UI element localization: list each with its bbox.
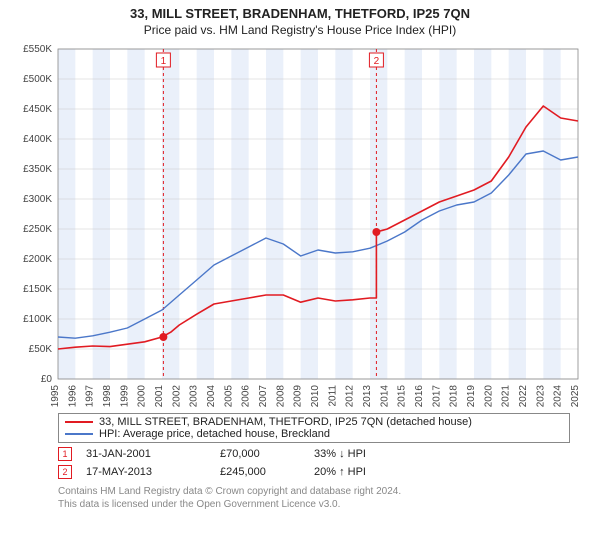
legend-line-hpi — [65, 433, 93, 435]
legend: 33, MILL STREET, BRADENHAM, THETFORD, IP… — [58, 413, 570, 443]
svg-text:£300K: £300K — [23, 194, 52, 205]
svg-text:2006: 2006 — [241, 385, 252, 407]
svg-text:2013: 2013 — [362, 385, 373, 407]
svg-text:£550K: £550K — [23, 44, 52, 55]
svg-text:2005: 2005 — [223, 385, 234, 407]
svg-text:£400K: £400K — [23, 134, 52, 145]
svg-text:2018: 2018 — [449, 385, 460, 407]
svg-text:2023: 2023 — [535, 385, 546, 407]
marker-badge: 1 — [58, 447, 72, 461]
svg-text:1997: 1997 — [85, 385, 96, 407]
svg-text:2: 2 — [374, 56, 380, 67]
svg-text:£50K: £50K — [29, 344, 53, 355]
svg-text:2014: 2014 — [379, 385, 390, 407]
svg-text:2012: 2012 — [345, 385, 356, 407]
svg-text:2015: 2015 — [397, 385, 408, 407]
footer: Contains HM Land Registry data © Crown c… — [58, 485, 600, 511]
svg-text:£250K: £250K — [23, 224, 52, 235]
svg-text:£500K: £500K — [23, 74, 52, 85]
legend-line-property — [65, 421, 93, 423]
svg-text:2024: 2024 — [553, 385, 564, 407]
sale-marker-row: 2 17-MAY-2013 £245,000 20% ↑ HPI — [58, 465, 600, 479]
marker-price: £245,000 — [220, 466, 300, 478]
marker-hpi-delta: 20% ↑ HPI — [314, 466, 404, 478]
svg-text:1998: 1998 — [102, 385, 113, 407]
svg-text:£350K: £350K — [23, 164, 52, 175]
marker-hpi-delta: 33% ↓ HPI — [314, 448, 404, 460]
svg-text:2000: 2000 — [137, 385, 148, 407]
svg-text:2010: 2010 — [310, 385, 321, 407]
svg-text:1999: 1999 — [119, 385, 130, 407]
svg-text:2025: 2025 — [570, 385, 581, 407]
svg-text:2009: 2009 — [293, 385, 304, 407]
svg-text:2003: 2003 — [189, 385, 200, 407]
svg-text:2011: 2011 — [327, 385, 338, 407]
svg-text:2001: 2001 — [154, 385, 165, 407]
sale-marker-row: 1 31-JAN-2001 £70,000 33% ↓ HPI — [58, 447, 600, 461]
svg-text:£150K: £150K — [23, 284, 52, 295]
footer-line-1: Contains HM Land Registry data © Crown c… — [58, 485, 600, 498]
svg-text:2019: 2019 — [466, 385, 477, 407]
footer-line-2: This data is licensed under the Open Gov… — [58, 498, 600, 511]
svg-text:2016: 2016 — [414, 385, 425, 407]
svg-text:2017: 2017 — [431, 385, 442, 407]
chart-title-2: Price paid vs. HM Land Registry's House … — [0, 23, 600, 37]
svg-text:2021: 2021 — [501, 385, 512, 407]
svg-text:1996: 1996 — [67, 385, 78, 407]
svg-text:2007: 2007 — [258, 385, 269, 407]
svg-text:1: 1 — [161, 56, 167, 67]
marker-price: £70,000 — [220, 448, 300, 460]
svg-text:£450K: £450K — [23, 104, 52, 115]
price-chart: £0 £50K £100K £150K £200K £250K £300K £350K £400… — [0, 37, 600, 407]
svg-text:£200K: £200K — [23, 254, 52, 265]
svg-text:2002: 2002 — [171, 385, 182, 407]
svg-text:2022: 2022 — [518, 385, 529, 407]
chart-title-1: 33, MILL STREET, BRADENHAM, THETFORD, IP… — [0, 6, 600, 21]
svg-text:1995: 1995 — [50, 385, 61, 407]
svg-text:£0: £0 — [41, 374, 53, 385]
marker-badge: 2 — [58, 465, 72, 479]
marker-date: 31-JAN-2001 — [86, 448, 206, 460]
legend-label-hpi: HPI: Average price, detached house, Brec… — [99, 428, 330, 440]
svg-text:2020: 2020 — [483, 385, 494, 407]
marker-date: 17-MAY-2013 — [86, 466, 206, 478]
legend-label-property: 33, MILL STREET, BRADENHAM, THETFORD, IP… — [99, 416, 472, 428]
svg-text:2008: 2008 — [275, 385, 286, 407]
svg-text:£100K: £100K — [23, 314, 52, 325]
svg-text:2004: 2004 — [206, 385, 217, 407]
